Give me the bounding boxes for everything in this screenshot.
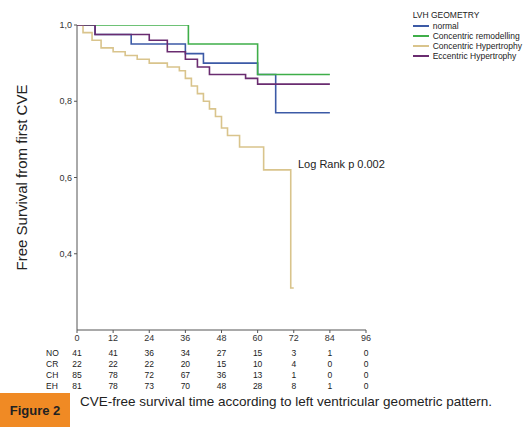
svg-text:Free Survival from first CVE: Free Survival from first CVE [13,85,30,271]
html-text:27: 27 [216,348,227,358]
html-text:15: 15 [216,359,227,369]
html-text:34: 34 [180,348,191,358]
html-text:NO: NO [46,348,59,358]
html-text:20: 20 [180,359,191,369]
html-text:0: 0 [363,348,369,358]
html-text:3: 3 [291,348,297,358]
html-text:22: 22 [144,359,154,369]
html-text:73: 73 [144,381,154,391]
html-text:0: 0 [327,370,333,380]
html-text:85: 85 [72,370,82,380]
html-text:Concentric Hypertrophy: Concentric Hypertrophy [432,41,522,51]
html-text:0: 0 [363,370,369,380]
html-text:CH: CH [46,370,59,380]
html-text:8: 8 [291,381,297,391]
html-text:4: 4 [291,359,297,369]
svg-text:84: 84 [325,333,335,343]
html-text:0: 0 [363,359,369,369]
svg-text:48: 48 [216,333,226,343]
html-text:EH: EH [46,381,58,391]
svg-text:96: 96 [361,333,371,343]
html-text:15: 15 [252,348,263,358]
html-text:0: 0 [363,381,369,391]
html-text:Log Rank p 0.002: Log Rank p 0.002 [298,158,385,170]
html-text:70: 70 [180,381,191,391]
svg-text:0,8: 0,8 [59,96,72,106]
html-text:1: 1 [291,370,297,380]
svg-text:72: 72 [289,333,299,343]
html-text:13: 13 [252,370,263,380]
html-text:0: 0 [327,359,333,369]
html-text:41: 41 [72,348,82,358]
svg-text:60: 60 [253,333,263,343]
svg-text:12: 12 [108,333,118,343]
svg-text:36: 36 [180,333,190,343]
html-text:48: 48 [216,381,227,391]
html-text:22: 22 [108,359,118,369]
html-text:41: 41 [108,348,118,358]
html-text:78: 78 [108,381,118,391]
html-text:36: 36 [144,348,154,358]
html-text:67: 67 [180,370,191,380]
html-text:72: 72 [144,370,154,380]
html-text:81: 81 [72,381,82,391]
html-text:CR: CR [46,359,59,369]
html-text:Eccentric Hypertrophy: Eccentric Hypertrophy [432,51,517,61]
html-text:36: 36 [216,370,227,380]
html-text:78: 78 [108,370,118,380]
html-text:normal: normal [432,21,459,31]
html-text:LVH GEOMETRY: LVH GEOMETRY [412,10,480,20]
html-text:Figure 2: Figure 2 [9,402,61,418]
html-text:1: 1 [327,348,333,358]
html-text:10: 10 [252,359,263,369]
svg-text:1,0: 1,0 [59,20,72,30]
svg-text:0,6: 0,6 [59,173,72,183]
html-text:CVE-free survival time accordi: CVE-free survival time according to left… [80,394,492,409]
html-text:Concentric remodelling: Concentric remodelling [432,31,520,41]
html-text:1: 1 [327,381,333,391]
html-text:22: 22 [72,359,82,369]
html-text:28: 28 [252,381,263,391]
svg-text:0: 0 [74,333,79,343]
svg-text:0,4: 0,4 [59,249,72,259]
svg-text:24: 24 [144,333,154,343]
